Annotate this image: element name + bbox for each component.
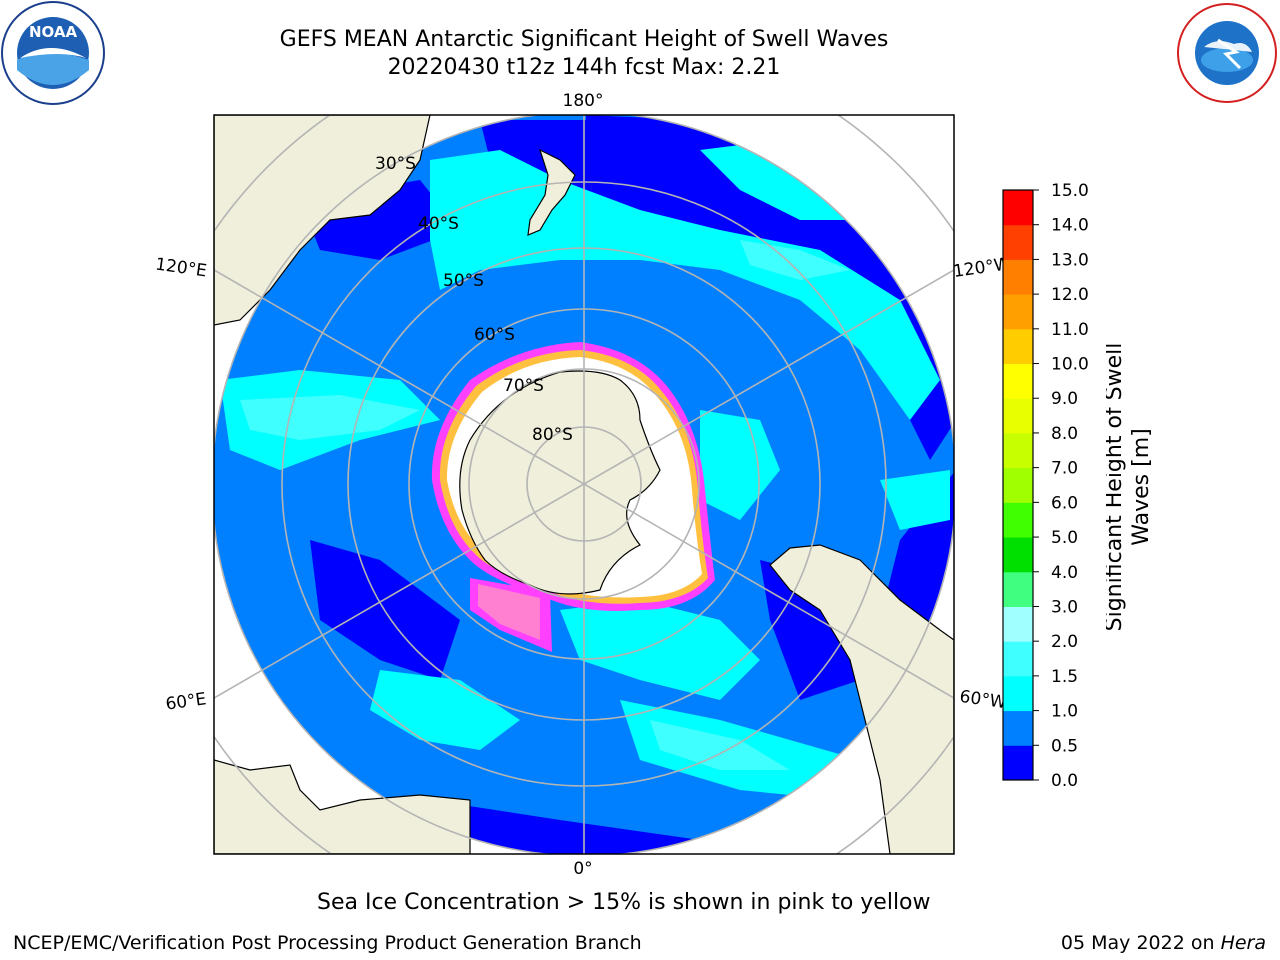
africa [214,759,471,854]
colorbar-segment [1003,502,1033,538]
antarctica [459,370,661,595]
lat-label-60s: 60°S [474,325,515,345]
colorbar-label-line2: Waves [m] [1129,428,1154,545]
colorbar-label-line1: Significant Height of Swell [1106,343,1127,632]
chart-title: GEFS MEAN Antarctic Significant Height o… [279,27,889,52]
colorbar-tick-label: 7.0 [1051,459,1078,479]
colorbar-segment [1003,606,1033,642]
graticule [214,115,954,854]
colorbar-tick-label: 11.0 [1051,320,1089,340]
colorbar-segment [1003,710,1033,746]
colorbar-tick-label: 10.0 [1051,355,1089,375]
new-zealand [527,148,576,236]
colorbar-segment [1003,432,1033,469]
colorbar-tick-label: 14.0 [1051,216,1089,236]
lat-label-40s: 40°S [418,214,459,234]
colorbar-tick-label: 3.0 [1051,597,1078,617]
lon-label-60e: 60°E [164,689,207,714]
colorbar-tick-label: 1.5 [1051,667,1078,687]
map-frame [213,114,955,855]
colorbar: 0.0 0.5 1.0 1.5 2.0 3.0 4.0 5.0 6.0 7.0 8.0 9.0 10.0… [1002,181,1089,791]
colorbar-tick-label: 9.0 [1051,389,1078,409]
colorbar-segment [1003,467,1033,503]
chart-subtitle: 20220430 t12z 144h fcst Max: 2.21 [387,55,781,80]
colorbar-frame [1002,189,1034,781]
map-panel [214,115,954,854]
colorbar-segment [1003,294,1033,330]
colorbar-segment [1003,571,1033,607]
nws-logo [1177,3,1277,103]
colorbar-segment [1003,363,1033,399]
noaa-logo-text: NOAA [29,23,78,41]
colorbar-tick-label: 2.0 [1051,632,1078,652]
footer-machine: Hera [1220,932,1266,954]
lat-label-50s: 50°S [443,271,484,291]
colorbar-tick-label: 4.0 [1051,563,1078,583]
colorbar-segment [1003,675,1033,712]
colorbar-segment [1003,745,1033,781]
colorbar-segment [1003,259,1033,295]
colorbar-label: Significant Height of Swell Waves [m] [1106,343,1154,632]
colorbar-segment [1003,537,1033,573]
colorbar-tick-label: 12.0 [1051,285,1089,305]
colorbar-segment [1003,398,1033,434]
lat-label-70s: 70°S [503,376,544,396]
colorbar-tick-label: 13.0 [1051,250,1089,270]
colorbar-tick-label: 0.0 [1051,771,1078,791]
footer-date: 05 May 2022 on Hera [1061,932,1266,954]
colorbar-tick-label: 8.0 [1051,424,1078,444]
colorbar-segment [1003,190,1033,226]
colorbar-tick-label: 1.0 [1051,702,1078,722]
lon-label-60w: 60°W [958,687,1007,713]
colorbar-tick-label: 6.0 [1051,493,1078,513]
colorbar-tick-label: 15.0 [1051,181,1089,201]
lat-label-80s: 80°S [532,425,573,445]
lat-label-30s: 30°S [375,154,416,174]
colorbar-segment [1003,328,1033,365]
footer-date-text: 05 May 2022 on [1060,932,1221,954]
colorbar-segment [1003,224,1033,260]
lon-label-180: 180° [563,91,604,111]
footer-branch: NCEP/EMC/Verification Post Processing Pr… [13,932,642,954]
colorbar-segment [1003,641,1033,677]
colorbar-tick-label: 0.5 [1051,736,1078,756]
lon-label-0: 0° [573,859,592,879]
noaa-logo: NOAA [1,1,105,105]
colorbar-tick-label: 5.0 [1051,528,1078,548]
sea-ice-note-text: Sea Ice Concentration > 15% is shown in … [317,890,931,915]
lon-label-120e: 120°E [154,254,208,281]
